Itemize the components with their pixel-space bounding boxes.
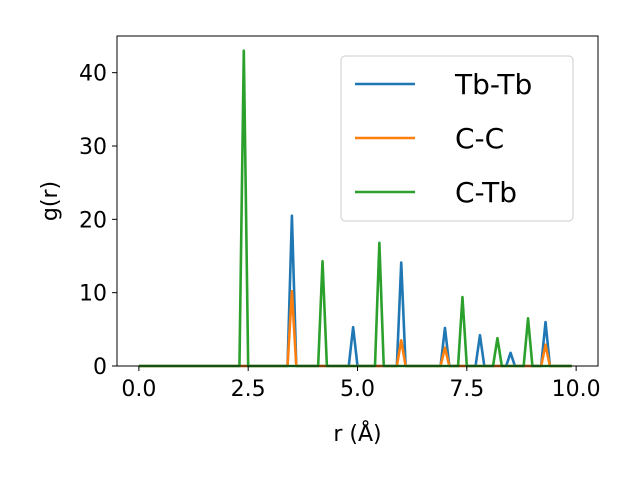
y-tick-label: 40 (79, 62, 107, 87)
x-tick-label: 0.0 (121, 377, 156, 402)
x-tick-label: 10.0 (552, 377, 601, 402)
x-tick-label: 7.5 (449, 377, 484, 402)
legend-label: C-C (455, 122, 504, 155)
x-tick-label: 5.0 (340, 377, 375, 402)
y-tick-label: 30 (79, 135, 107, 160)
x-tick-label: 2.5 (231, 377, 266, 402)
x-axis-label: r (Å) (333, 420, 381, 447)
legend: Tb-Tb C-C C-Tb (340, 55, 574, 222)
legend-label: C-Tb (455, 176, 517, 209)
legend-label: Tb-Tb (454, 68, 532, 101)
y-tick-label: 0 (93, 355, 107, 380)
y-axis-ticks: 0 10 20 30 40 (79, 62, 117, 380)
x-axis-ticks: 0.0 2.5 5.0 7.5 10.0 (121, 366, 601, 402)
legend-box (340, 55, 574, 222)
y-tick-label: 10 (79, 282, 107, 307)
y-axis-label: g(r) (38, 181, 63, 221)
y-tick-label: 20 (79, 208, 107, 233)
